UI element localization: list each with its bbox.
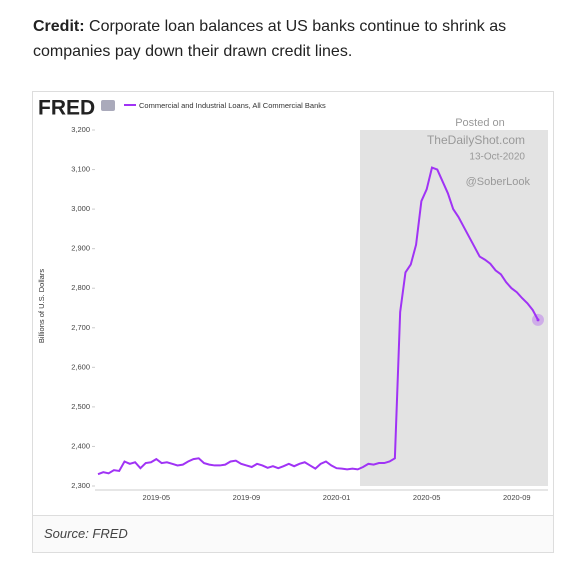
chart: FRED Billions of U.S. Dollars Posted on … [37,97,548,502]
y-tick-label: 3,000 [71,204,90,213]
end-dot [536,318,540,322]
source: Source: FRED [32,515,554,553]
y-tick-label: 2,500 [71,402,90,411]
y-tick-label: 3,100 [71,165,90,174]
logo: FRED [38,97,95,120]
headline-text: Corporate loan balances at US banks cont… [33,18,507,60]
x-tick-label: 2020-09 [503,493,531,502]
x-tick-label: 2019-09 [233,493,261,502]
logo-icon [101,100,115,111]
y-tick-label: 3,200 [71,125,90,134]
x-tick-label: 2019-05 [143,493,171,502]
annotation: Posted on [455,117,505,129]
x-tick-label: 2020-01 [323,493,351,502]
y-tick-label: 2,800 [71,283,90,292]
x-tick-label: 2020-05 [413,493,441,502]
y-tick-label: 2,900 [71,244,90,253]
headline-label: Credit: [33,18,85,35]
y-axis-label: Billions of U.S. Dollars [37,269,46,343]
y-tick-label: 2,600 [71,362,90,371]
annotation: TheDailyShot.com [427,133,525,147]
y-tick-label: 2,300 [71,481,90,490]
shaded-period [360,130,548,486]
legend-label: Commercial and Industrial Loans, All Com… [139,101,326,110]
annotation: 13-Oct-2020 [469,152,525,163]
annotation: @SoberLook [466,176,531,188]
y-tick-label: 2,700 [71,323,90,332]
series-line [97,166,539,476]
y-tick-label: 2,400 [71,441,90,450]
headline: Credit: Corporate loan balances at US ba… [33,14,543,64]
